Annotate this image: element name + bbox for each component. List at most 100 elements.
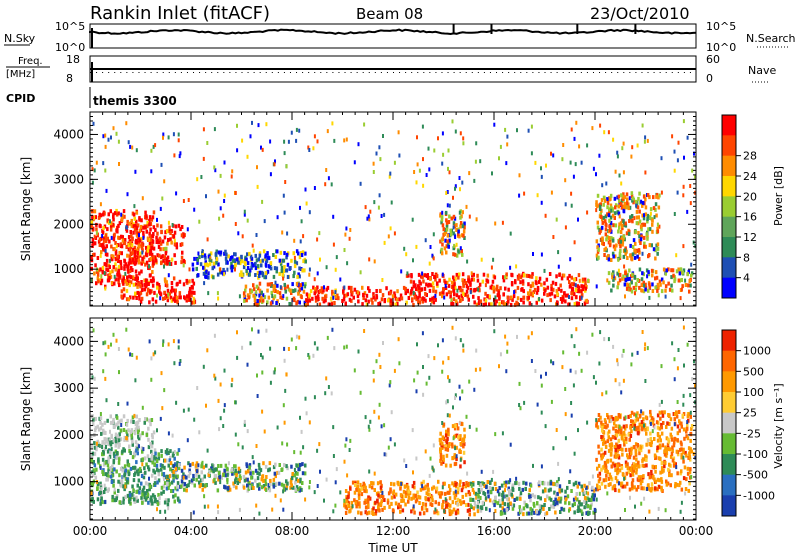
scatter-cell: [250, 475, 253, 480]
scatter-cell: [129, 230, 132, 234]
scatter-cell: [500, 483, 504, 488]
scatter-cell: [678, 421, 682, 426]
scatter-cell: [257, 123, 260, 128]
scatter-cell: [140, 288, 144, 292]
scatter-cell: [412, 291, 415, 295]
scatter-cell: [373, 259, 376, 264]
scatter-cell: [185, 488, 188, 493]
scatter-cell: [176, 481, 180, 486]
scatter-cell: [268, 467, 271, 472]
scatter-cell: [512, 294, 516, 299]
scatter-cell: [149, 234, 152, 239]
scatter-cell: [140, 218, 143, 223]
scatter-cell: [174, 467, 178, 472]
scatter-cell: [606, 439, 610, 444]
scatter-cell: [138, 282, 142, 287]
scatter-cell: [451, 325, 454, 330]
scatter-cell: [352, 295, 355, 300]
scatter-cell: [543, 291, 546, 296]
scatter-cell: [148, 273, 152, 278]
scatter-cell: [113, 490, 116, 495]
scatter-cell: [134, 250, 137, 254]
scatter-cell: [179, 227, 182, 232]
scatter-cell: [463, 442, 466, 447]
scatter-cell: [375, 151, 378, 156]
scatter-cell: [149, 227, 152, 232]
scatter-cell: [462, 233, 465, 238]
scatter-cell: [264, 271, 268, 276]
scatter-cell: [486, 273, 490, 278]
scatter-cell: [618, 444, 622, 449]
scatter-cell: [611, 272, 614, 277]
scatter-cell: [353, 287, 357, 292]
scatter-cell: [604, 484, 607, 489]
scatter-cell: [90, 255, 93, 260]
nave-dot: [102, 72, 104, 73]
scatter-cell: [553, 294, 557, 299]
nave-dot: [320, 72, 322, 73]
scatter-cell: [416, 162, 419, 167]
scatter-cell: [126, 253, 129, 258]
scatter-cell: [275, 269, 278, 274]
scatter-cell: [630, 446, 633, 451]
scatter-cell: [342, 297, 346, 302]
scatter-cell: [107, 344, 110, 349]
scatter-cell: [154, 476, 157, 481]
scatter-cell: [111, 420, 115, 425]
scatter-cell: [622, 424, 626, 429]
scatter-cell: [147, 445, 151, 450]
scatter-cell: [235, 471, 238, 476]
scatter-cell: [132, 420, 135, 424]
scatter-cell: [370, 481, 373, 485]
scatter-cell: [187, 461, 190, 466]
scatter-cell: [380, 488, 383, 493]
scatter-cell: [182, 282, 186, 287]
scatter-cell: [442, 360, 445, 365]
scatter-cell: [170, 240, 173, 245]
scatter-cell: [142, 230, 145, 235]
nave-dot: [205, 72, 207, 73]
scatter-cell: [621, 146, 624, 151]
scatter-cell: [173, 253, 176, 258]
scatter-cell: [678, 428, 681, 433]
scatter-cell: [530, 292, 533, 297]
scatter-cell: [602, 215, 606, 220]
scatter-cell: [626, 277, 629, 282]
scatter-cell: [152, 246, 156, 251]
scatter-cell: [125, 245, 128, 249]
scatter-cell: [270, 290, 273, 295]
scatter-cell: [473, 300, 476, 305]
scatter-cell: [324, 298, 327, 303]
scatter-cell: [127, 247, 131, 252]
scatter-cell: [521, 279, 525, 284]
scatter-cell: [633, 216, 636, 221]
scatter-cell: [137, 244, 140, 249]
scatter-cell: [251, 120, 253, 125]
scatter-cell: [521, 287, 524, 292]
scatter-cell: [458, 437, 461, 441]
scatter-cell: [488, 302, 491, 307]
scatter-cell: [454, 511, 458, 516]
scatter-cell: [169, 289, 173, 294]
scatter-cell: [346, 292, 350, 297]
scatter-cell: [172, 478, 175, 483]
scatter-cell: [113, 467, 116, 472]
scatter-cell: [596, 483, 599, 488]
scatter-cell: [135, 238, 138, 243]
scatter-cell: [690, 449, 693, 454]
scatter-cell: [117, 488, 120, 493]
scatter-cell: [200, 470, 203, 475]
scatter-cell: [353, 498, 356, 503]
scatter-cell: [662, 267, 666, 272]
scatter-cell: [314, 295, 318, 300]
scatter-cell: [585, 500, 588, 505]
scatter-cell: [624, 251, 627, 256]
scatter-cell: [350, 298, 353, 303]
scatter-cell: [139, 290, 143, 295]
scatter-cell: [149, 484, 152, 489]
scatter-cell: [135, 274, 138, 279]
scatter-cell: [222, 473, 225, 477]
scatter-cell: [150, 245, 153, 250]
y-tick-label: 2000: [53, 217, 84, 231]
scatter-cell: [364, 510, 367, 515]
